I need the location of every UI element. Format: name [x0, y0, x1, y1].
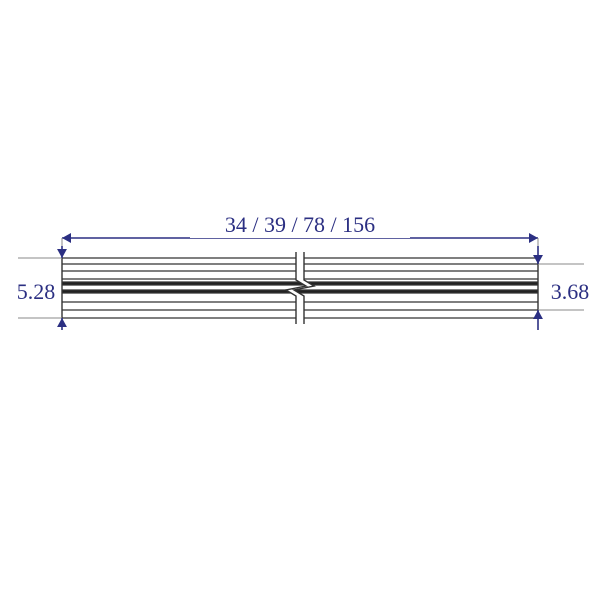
- dimension-label-right-height: 3.68: [551, 279, 590, 304]
- track-profile: [62, 258, 538, 318]
- dimension-label-left-height: 5.28: [17, 279, 56, 304]
- dimension-label-width: 34 / 39 / 78 / 156: [225, 212, 375, 237]
- track-profile: [62, 258, 538, 318]
